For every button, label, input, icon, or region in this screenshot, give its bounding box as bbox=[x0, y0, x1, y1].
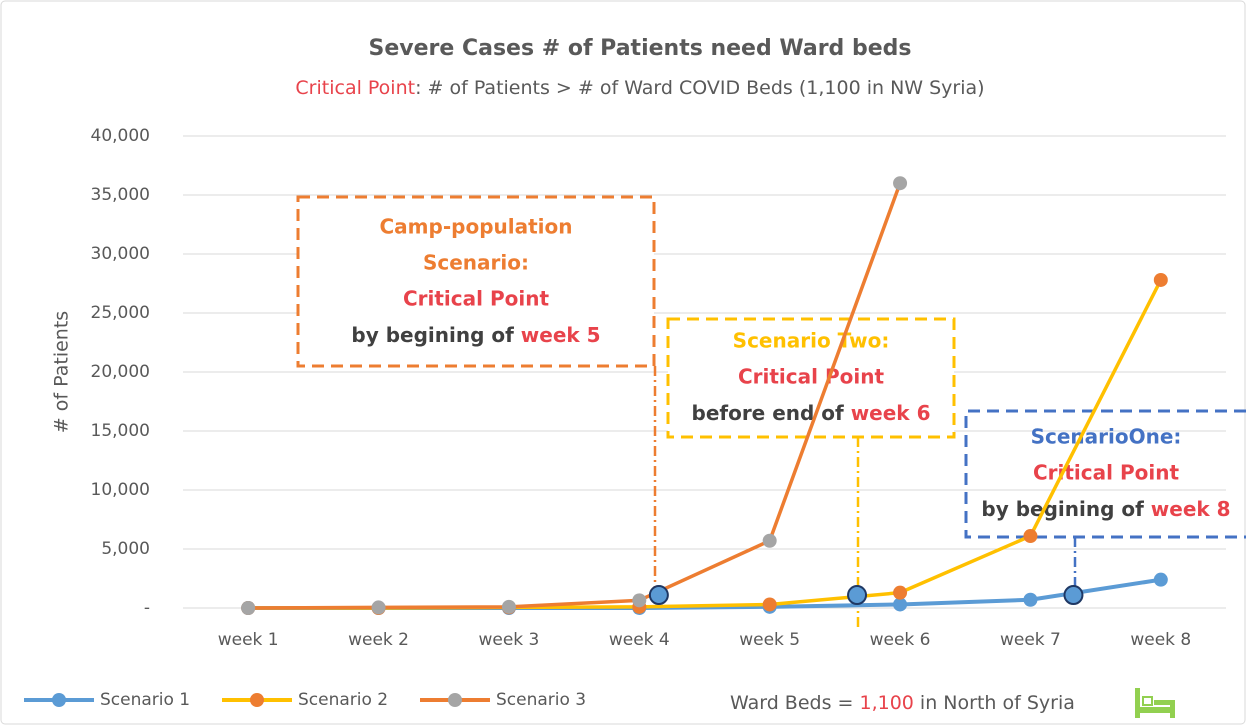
y-tick-label: 10,000 bbox=[91, 480, 150, 500]
series-marker bbox=[893, 597, 908, 612]
chart-subtitle: Critical Point: # of Patients > # of War… bbox=[295, 77, 984, 99]
annotation-title: Scenario Two: bbox=[733, 329, 890, 353]
annotation-critical: Critical Point bbox=[403, 287, 549, 311]
bed-icon bbox=[1135, 688, 1175, 718]
x-tick-label: week 5 bbox=[739, 630, 800, 650]
series-line bbox=[248, 182, 902, 610]
y-tick-label: 30,000 bbox=[91, 244, 150, 264]
y-axis-label: # of Patients bbox=[51, 311, 73, 433]
x-tick-label: week 7 bbox=[1000, 630, 1061, 650]
series-marker bbox=[893, 585, 908, 600]
series-marker bbox=[1023, 529, 1038, 544]
note-week: week 6 bbox=[851, 401, 931, 425]
legend-label: Scenario 2 bbox=[298, 690, 388, 710]
y-tick-label: 15,000 bbox=[91, 421, 150, 441]
legend-label: Scenario 1 bbox=[100, 690, 190, 710]
legend-marker bbox=[448, 693, 462, 707]
series-marker bbox=[1153, 572, 1168, 587]
critical-marker bbox=[648, 585, 669, 606]
note-text: before end of bbox=[692, 401, 851, 425]
annotation-critical: Critical Point bbox=[738, 365, 884, 389]
annotation-critical: Critical Point bbox=[1033, 461, 1179, 485]
y-tick-label: 35,000 bbox=[91, 185, 150, 205]
x-tick-label: week 4 bbox=[609, 630, 670, 650]
text-part: 1,100 bbox=[859, 692, 913, 714]
x-tick-label: week 3 bbox=[478, 630, 539, 650]
legend-marker bbox=[250, 693, 264, 707]
series-marker bbox=[762, 533, 777, 548]
annotation-box bbox=[964, 409, 1246, 539]
note-text: by begining of bbox=[981, 497, 1150, 521]
y-tick-label: - bbox=[144, 598, 150, 618]
series-marker bbox=[632, 593, 647, 608]
y-tick-label: 25,000 bbox=[91, 303, 150, 323]
x-tick-label: week 8 bbox=[1130, 630, 1191, 650]
note-week: week 8 bbox=[1151, 497, 1231, 521]
note-week: week 5 bbox=[521, 323, 601, 347]
y-tick-label: 20,000 bbox=[91, 362, 150, 382]
annotation-title: Camp-population bbox=[380, 215, 573, 239]
series-marker bbox=[371, 600, 386, 615]
series-marker bbox=[1023, 592, 1038, 607]
x-tick-label: week 6 bbox=[870, 630, 931, 650]
text-part: Critical Point bbox=[295, 77, 415, 99]
chart-title: Severe Cases # of Patients need Ward bed… bbox=[369, 36, 912, 61]
y-tick-label: 5,000 bbox=[101, 539, 150, 559]
text-part: : # of Patients > # of Ward COVID Beds (… bbox=[415, 77, 985, 99]
critical-marker bbox=[847, 585, 868, 606]
legend-label: Scenario 3 bbox=[496, 690, 586, 710]
series-marker bbox=[501, 599, 516, 614]
series-marker bbox=[893, 176, 908, 191]
series-marker bbox=[241, 601, 256, 615]
series-marker bbox=[762, 597, 777, 612]
legend-marker bbox=[52, 693, 66, 707]
text-part: Ward Beds = bbox=[730, 692, 859, 714]
text-part: in North of Syria bbox=[914, 692, 1075, 714]
series-marker bbox=[1153, 272, 1168, 287]
annotation-note: before end of week 6 bbox=[692, 401, 931, 425]
note-text: by begining of bbox=[351, 323, 520, 347]
y-tick-label: 40,000 bbox=[91, 126, 150, 146]
critical-marker bbox=[1063, 585, 1084, 606]
annotation-title: ScenarioOne: bbox=[1031, 425, 1182, 449]
annotation-note: by begining of week 8 bbox=[981, 497, 1230, 521]
annotation-box bbox=[666, 317, 956, 439]
annotation-title: Scenario: bbox=[423, 251, 529, 275]
annotation-note: by begining of week 5 bbox=[351, 323, 600, 347]
x-tick-label: week 1 bbox=[218, 630, 279, 650]
x-tick-label: week 2 bbox=[348, 630, 409, 650]
footnote: Ward Beds = 1,100 in North of Syria bbox=[730, 692, 1075, 714]
